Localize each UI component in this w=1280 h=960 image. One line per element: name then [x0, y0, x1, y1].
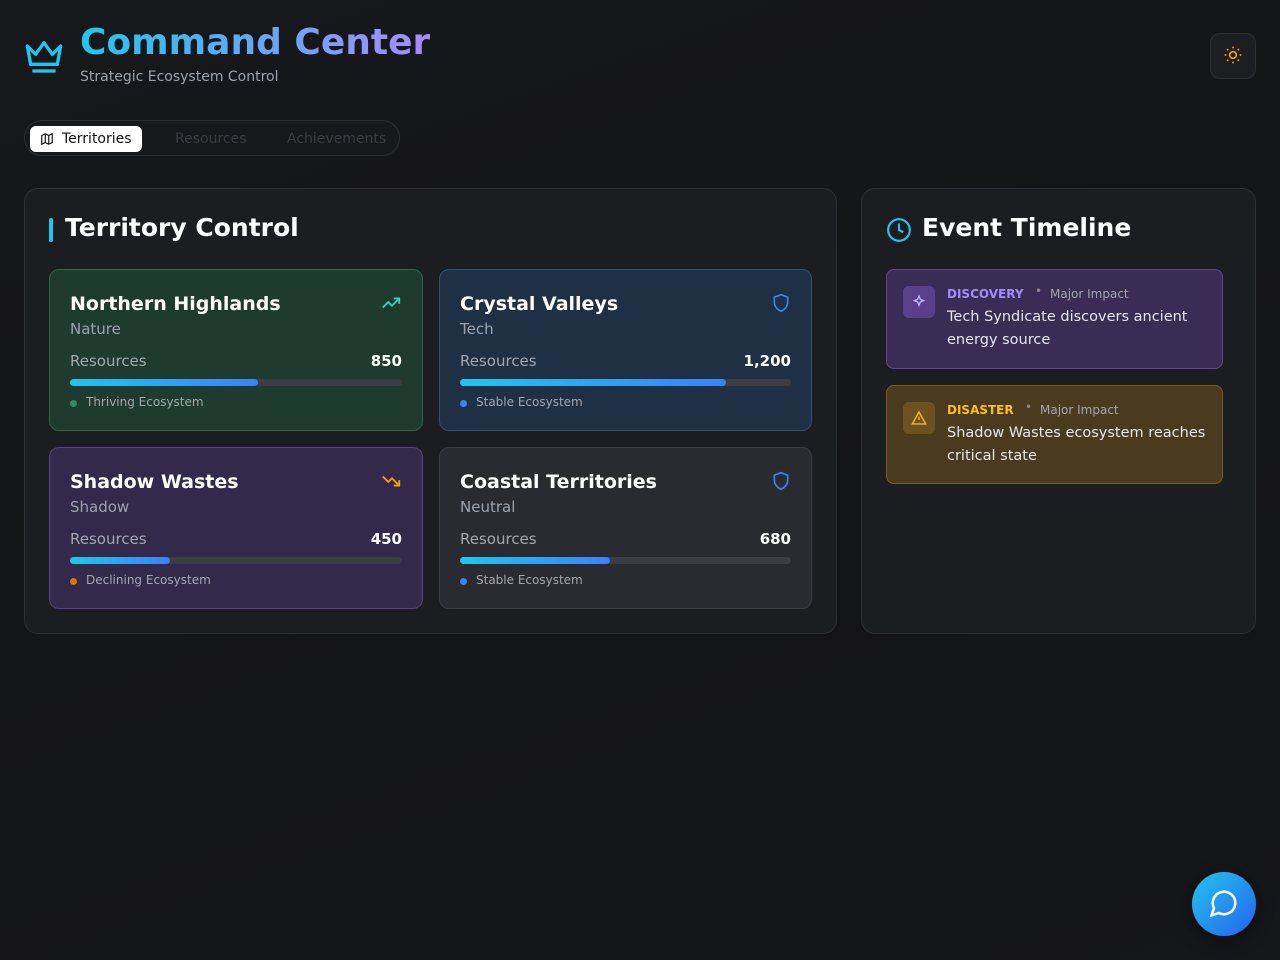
status-dot	[70, 400, 77, 407]
progress-track	[460, 379, 791, 386]
status-dot	[70, 578, 77, 585]
tab-label: Achievements	[287, 131, 387, 147]
event-impact: Major Impact	[1050, 287, 1129, 301]
resources-value: 680	[759, 530, 791, 548]
event-category: DISASTER	[947, 403, 1014, 417]
status-text: Thriving Ecosystem	[86, 395, 204, 409]
progress-track	[70, 379, 402, 386]
status-dot	[460, 400, 467, 407]
event-text: Tech Syndicate discovers ancient energy …	[947, 309, 1188, 348]
territory-card[interactable]: Crystal Valleys Tech Resources 1,200 Stable …	[439, 269, 812, 431]
progress-track	[70, 557, 402, 564]
chat-button[interactable]	[1192, 872, 1256, 936]
territory-card[interactable]: Coastal Territories Neutral Resources 680 St…	[439, 447, 812, 609]
resources-label: Resources	[460, 352, 537, 370]
tab[interactable]: Achievements	[255, 126, 386, 152]
tab-bar: Territories Resources Achievements	[24, 120, 400, 156]
status-dot	[460, 578, 467, 585]
event[interactable]: DISCOVERY • Major Impact Tech Syndicate …	[886, 269, 1223, 369]
event-text: Shadow Wastes ecosystem reaches critical…	[947, 425, 1206, 464]
territory-panel: Territory Control Northern Highlands Natu…	[24, 188, 837, 634]
territory-card[interactable]: Northern Highlands Nature Resources 850 Thri…	[49, 269, 423, 431]
event-icon	[903, 286, 935, 318]
clock-icon	[887, 218, 911, 242]
territory-name: Coastal Territories	[460, 471, 657, 493]
event[interactable]: DISASTER • Major Impact Shadow Wastes ec…	[886, 385, 1223, 484]
status-text: Declining Ecosystem	[86, 573, 211, 587]
theme-toggle[interactable]	[1210, 33, 1256, 79]
accent-bar	[49, 218, 53, 242]
territory-name: Shadow Wastes	[70, 471, 239, 493]
territory-name: Crystal Valleys	[460, 293, 619, 315]
separator: •	[1025, 400, 1033, 414]
panel-title: Event Timeline	[922, 213, 1132, 242]
resources-label: Resources	[70, 530, 147, 548]
app-subtitle: Strategic Ecosystem Control	[80, 69, 279, 85]
territory-card[interactable]: Shadow Wastes Shadow Resources 450 Declining…	[49, 447, 423, 609]
status-text: Stable Ecosystem	[476, 395, 583, 409]
territory-type: Shadow	[70, 498, 130, 516]
progress-fill	[70, 557, 170, 564]
tab-label: Territories	[62, 131, 132, 147]
resources-value: 850	[370, 352, 402, 370]
logo	[25, 41, 63, 73]
tab[interactable]: Resources	[143, 126, 247, 152]
tab-label: Resources	[175, 131, 247, 147]
progress-fill	[460, 557, 611, 564]
app-title: Command Center	[80, 22, 431, 63]
territory-type: Nature	[70, 320, 121, 338]
progress-track	[460, 557, 791, 564]
progress-fill	[70, 379, 259, 386]
resources-label: Resources	[70, 352, 147, 370]
progress-fill	[460, 379, 726, 386]
panel-title: Territory Control	[65, 213, 299, 242]
event-icon	[903, 402, 935, 434]
event-impact: Major Impact	[1040, 403, 1119, 417]
event-category: DISCOVERY	[947, 287, 1024, 301]
territory-type: Tech	[460, 320, 494, 338]
resources-value: 450	[370, 530, 402, 548]
resources-value: 1,200	[743, 352, 791, 370]
territory-type: Neutral	[460, 498, 516, 516]
separator: •	[1035, 284, 1043, 298]
resources-label: Resources	[460, 530, 537, 548]
tab[interactable]: Territories	[30, 126, 142, 152]
territory-name: Northern Highlands	[70, 293, 281, 315]
status-text: Stable Ecosystem	[476, 573, 583, 587]
